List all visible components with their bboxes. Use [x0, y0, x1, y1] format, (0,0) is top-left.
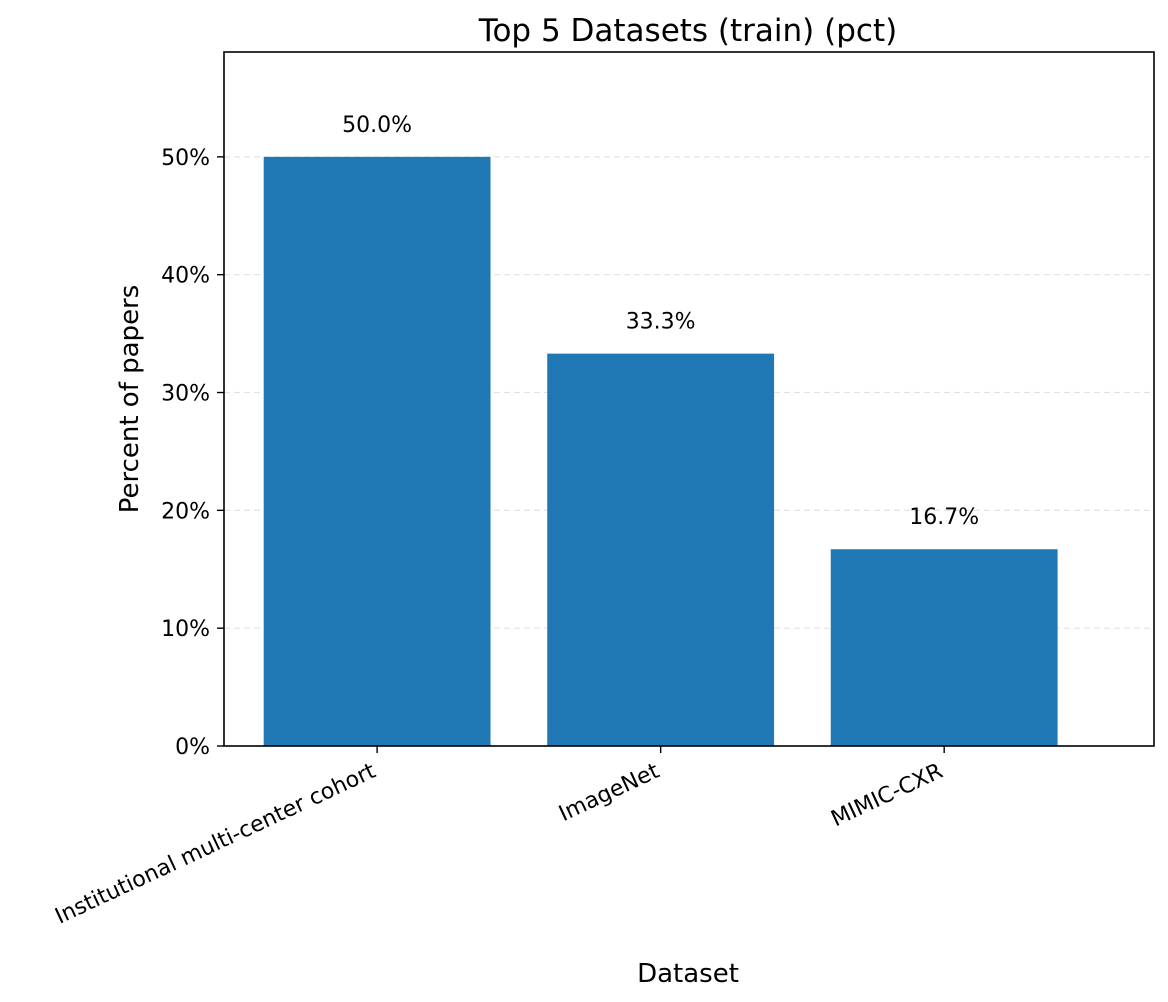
y-axis: 0% 10% 20% 30% 40% 50% — [161, 146, 224, 760]
bar — [263, 156, 491, 747]
y-tick-label: 0% — [175, 735, 210, 760]
bar-value-label: 16.7% — [909, 505, 979, 530]
bar — [547, 353, 775, 746]
bar-value-label: 33.3% — [626, 310, 696, 335]
bar-value-label: 50.0% — [342, 113, 412, 138]
y-axis-label: Percent of papers — [115, 285, 145, 514]
y-tick-label: 30% — [161, 382, 210, 407]
data-labels: 50.0% 33.3% 16.7% — [342, 113, 979, 530]
x-axis-label: Dataset — [637, 959, 739, 989]
bars — [263, 156, 1058, 747]
bar — [830, 549, 1058, 746]
chart-title: Top 5 Datasets (train) (pct) — [478, 13, 897, 49]
y-tick-label: 40% — [161, 264, 210, 289]
plot-frame — [223, 51, 1155, 747]
y-tick-label: 10% — [161, 617, 210, 642]
y-tick-label: 50% — [161, 146, 210, 171]
y-tick-label: 20% — [161, 499, 210, 524]
